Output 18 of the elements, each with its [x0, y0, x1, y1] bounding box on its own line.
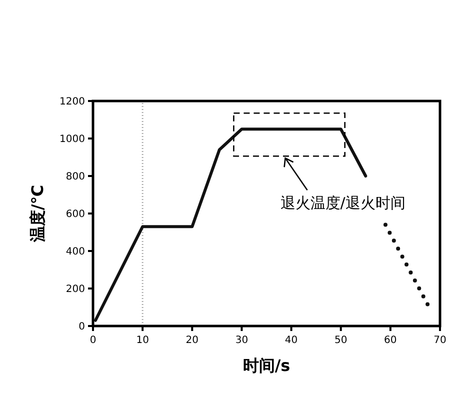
y-tick-label: 0: [78, 322, 85, 332]
y-axis-title: 温度/℃: [28, 184, 47, 244]
x-tick-label: 20: [186, 335, 199, 346]
x-tick-label: 60: [384, 335, 397, 346]
x-axis-title: 时间/s: [242, 356, 290, 375]
y-tick-label: 200: [66, 284, 85, 295]
x-tick-label: 50: [334, 335, 348, 346]
x-tick-label: 30: [235, 335, 248, 346]
annotation: 退火温度/退火时间: [280, 194, 406, 212]
y-tick-label: 600: [66, 209, 85, 220]
y-tick-label: 800: [66, 172, 85, 182]
y-tick-label: 1200: [60, 96, 85, 108]
x-tick-label: 0: [90, 335, 96, 346]
y-tick-label: 400: [66, 246, 85, 258]
x-tick-label: 10: [136, 335, 149, 346]
y-tick-label: 1000: [60, 134, 85, 145]
x-tick-label: 40: [284, 335, 298, 346]
x-tick-label: 70: [434, 335, 446, 346]
